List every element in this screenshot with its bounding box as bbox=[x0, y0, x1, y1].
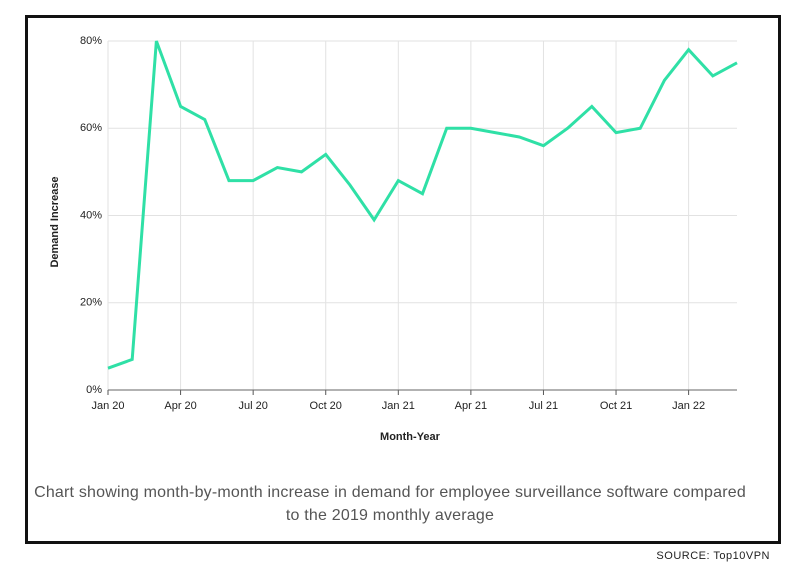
frame bbox=[25, 15, 781, 544]
x-axis-label: Month-Year bbox=[380, 431, 441, 443]
y-tick-label: 0% bbox=[86, 384, 102, 396]
source: SOURCE: Top10VPN bbox=[656, 550, 770, 562]
x-tick-label: Jul 20 bbox=[238, 400, 267, 412]
y-axis-label: Demand Increase bbox=[49, 176, 61, 267]
x-tick-label: Apr 20 bbox=[164, 400, 196, 412]
y-tick-label: 40% bbox=[80, 209, 102, 221]
y-tick-label: 60% bbox=[80, 122, 102, 134]
x-tick-label: Jul 21 bbox=[529, 400, 558, 412]
line bbox=[107, 40, 738, 370]
y-tick-label: 20% bbox=[80, 297, 102, 309]
x-tick-label: Jan 20 bbox=[91, 400, 124, 412]
x-tick-label: Oct 20 bbox=[310, 400, 342, 412]
caption: Chart showing month-by-month increase in… bbox=[34, 484, 746, 524]
x-tick-label: Apr 21 bbox=[455, 400, 487, 412]
y-tick-label: 80% bbox=[80, 35, 102, 47]
x-tick-label: Oct 21 bbox=[600, 400, 632, 412]
x-tick-label: Jan 22 bbox=[672, 400, 705, 412]
x-tick-label: Jan 21 bbox=[382, 400, 415, 412]
